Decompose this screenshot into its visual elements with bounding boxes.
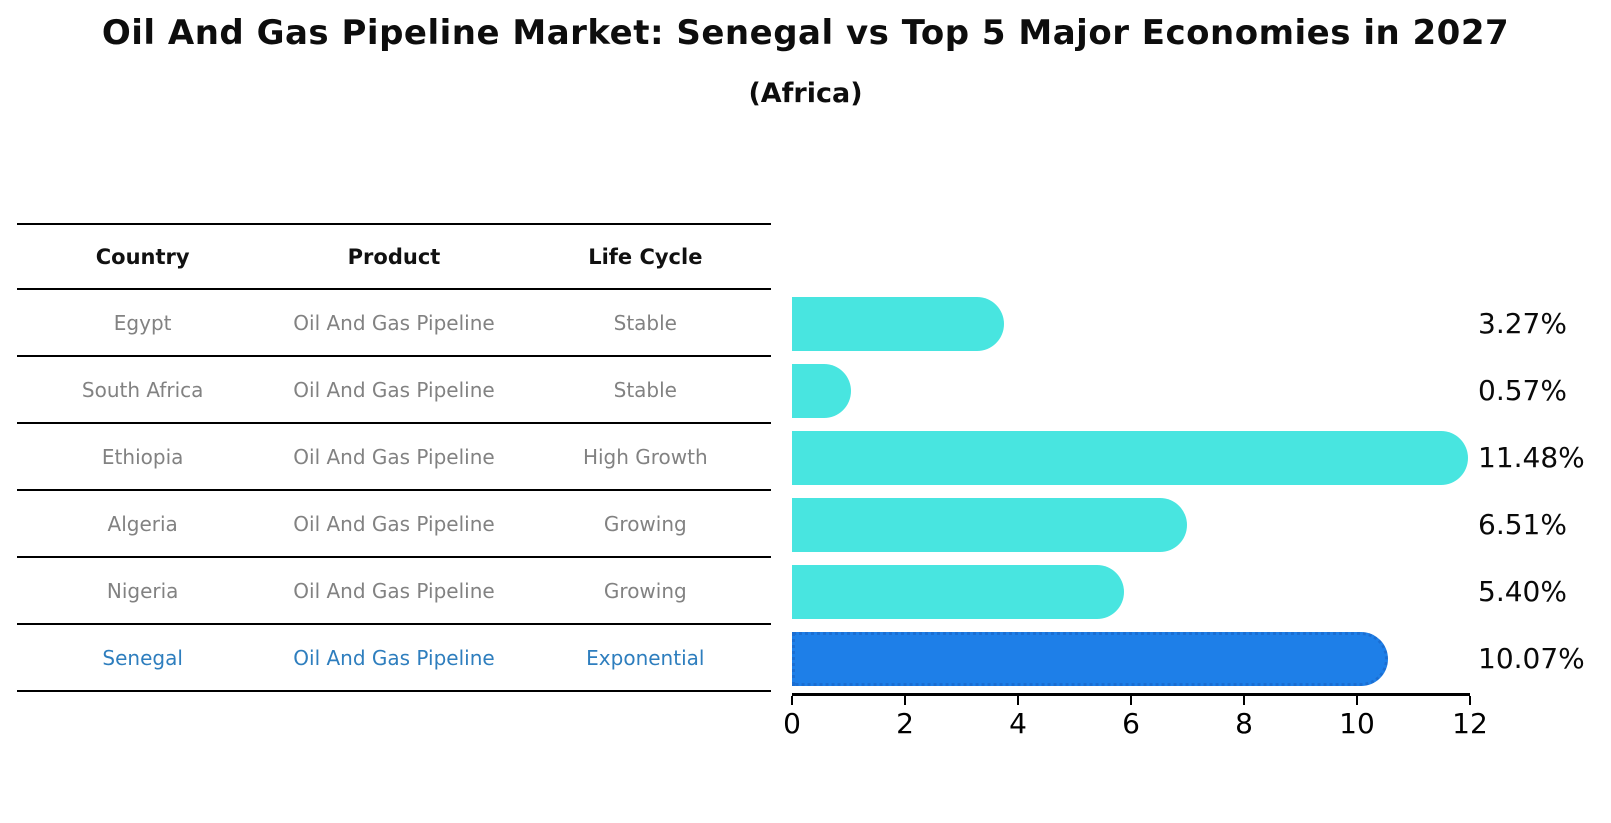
x-axis-tick-label: 8 <box>1235 707 1253 740</box>
chart-row <box>792 625 1470 692</box>
country-cell: Algeria <box>107 511 178 536</box>
chart-title: Oil And Gas Pipeline Market: Senegal vs … <box>101 13 1510 53</box>
chart-row <box>792 491 1470 558</box>
bar-nigeria <box>792 564 1125 619</box>
bar-south-africa <box>792 363 852 418</box>
country-cell: South Africa <box>81 377 204 402</box>
column-header-product: Product <box>347 244 441 269</box>
x-axis-tick: 0 <box>783 696 801 740</box>
table-body: Egypt Oil And Gas Pipeline Stable South … <box>17 290 771 692</box>
table-row-egypt: Egypt Oil And Gas Pipeline Stable <box>17 290 771 357</box>
column-header-life-cycle: Life Cycle <box>588 244 703 269</box>
life-cycle-cell: Stable <box>613 377 677 402</box>
x-axis-tick: 12 <box>1452 696 1488 740</box>
life-cycle-cell: Stable <box>613 310 677 335</box>
chart-row <box>792 424 1470 491</box>
bar-ethiopia <box>792 430 1468 485</box>
column-header-country: Country <box>95 244 190 269</box>
x-axis-tick: 10 <box>1339 696 1375 740</box>
x-axis-tick-label: 12 <box>1452 707 1488 740</box>
life-cycle-cell: Growing <box>603 578 687 603</box>
chart-subtitle: (Africa) <box>748 78 863 109</box>
x-axis-tick: 8 <box>1235 696 1253 740</box>
table-header-row: Country Product Life Cycle <box>17 223 771 290</box>
value-label-south-africa: 0.57% <box>1478 374 1567 407</box>
chart-row <box>792 290 1470 357</box>
product-cell: Oil And Gas Pipeline <box>293 511 495 536</box>
table-row-senegal: Senegal Oil And Gas Pipeline Exponential <box>17 625 771 692</box>
country-cell: Egypt <box>113 310 172 335</box>
country-cell: Nigeria <box>106 578 179 603</box>
x-axis-tick-label: 2 <box>896 707 914 740</box>
x-axis: 0 2 4 6 8 10 12 <box>783 693 1488 740</box>
bar-chart-plot-area <box>792 290 1470 692</box>
x-axis-tick: 6 <box>1122 696 1140 740</box>
x-axis-tick-label: 10 <box>1339 707 1375 740</box>
table-row-ethiopia: Ethiopia Oil And Gas Pipeline High Growt… <box>17 424 771 491</box>
x-axis-tick-label: 6 <box>1122 707 1140 740</box>
value-label-algeria: 6.51% <box>1478 508 1567 541</box>
table-row-south-africa: South Africa Oil And Gas Pipeline Stable <box>17 357 771 424</box>
life-cycle-cell: Growing <box>603 511 687 536</box>
value-label-column: 3.27% 0.57% 11.48% 6.51% 5.40% 10.07% <box>1478 290 1585 692</box>
x-axis-tick: 2 <box>896 696 914 740</box>
bar-senegal-highlighted <box>792 631 1388 686</box>
x-axis-tick-label: 0 <box>783 707 801 740</box>
life-cycle-cell: High Growth <box>582 444 708 469</box>
value-label-ethiopia: 11.48% <box>1478 441 1585 474</box>
table-row-algeria: Algeria Oil And Gas Pipeline Growing <box>17 491 771 558</box>
country-cell: Senegal <box>102 645 183 670</box>
life-cycle-cell: Exponential <box>586 645 705 670</box>
value-label-egypt: 3.27% <box>1478 307 1567 340</box>
product-cell: Oil And Gas Pipeline <box>293 578 495 603</box>
bar-egypt <box>792 296 1004 351</box>
table-row-nigeria: Nigeria Oil And Gas Pipeline Growing <box>17 558 771 625</box>
product-cell: Oil And Gas Pipeline <box>293 645 495 670</box>
bar-algeria <box>792 497 1187 552</box>
value-label-senegal: 10.07% <box>1478 642 1585 675</box>
country-cell: Ethiopia <box>101 444 184 469</box>
product-cell: Oil And Gas Pipeline <box>293 444 495 469</box>
product-cell: Oil And Gas Pipeline <box>293 377 495 402</box>
x-axis-tick: 4 <box>1009 696 1027 740</box>
chart-row <box>792 357 1470 424</box>
chart-row <box>792 558 1470 625</box>
product-cell: Oil And Gas Pipeline <box>293 310 495 335</box>
x-axis-tick-label: 4 <box>1009 707 1027 740</box>
value-label-nigeria: 5.40% <box>1478 575 1567 608</box>
